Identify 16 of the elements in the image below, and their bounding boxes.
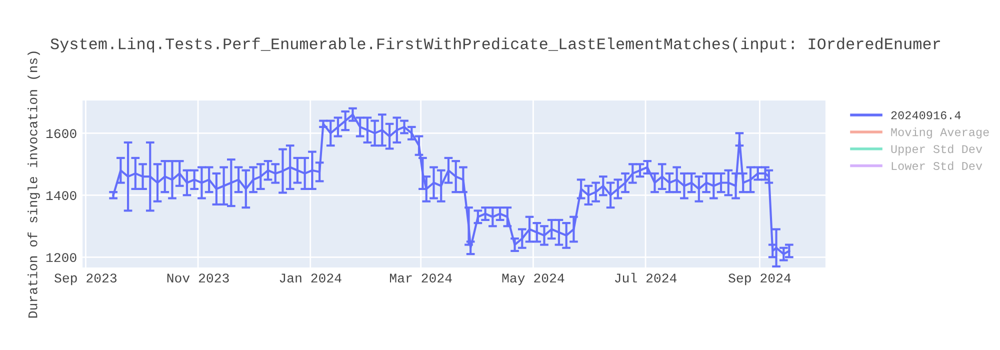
x-tick-label: Nov 2023 [167,274,229,283]
y-axis-title: Duration of single invocation (ns) [28,52,40,318]
y-tick-label: 1200 [46,253,76,262]
x-tick-label: Sep 2023 [54,274,117,286]
x-tick-label: Jan 2024 [280,274,342,283]
x-tick-label: Sep 2024 [728,274,791,286]
y-tick-label: 1400 [46,191,76,200]
x-tick-label: May 2024 [502,274,564,286]
y-tick-label: 1600 [46,129,76,138]
chart-title: System.Linq.Tests.Perf_Enumerable.FirstWithPredicate_LastElementMatches(input: IOrderedEnumer [50,38,940,52]
x-tick-label: Jul 2024 [614,272,677,283]
legend-label: 20240916.4 [891,111,961,120]
legend-label: Moving Average [891,128,989,139]
x-tick-label: Mar 2024 [390,274,452,283]
legend-label: Upper Std Dev [891,144,982,156]
legend-label: Lower Std Dev [892,161,982,170]
